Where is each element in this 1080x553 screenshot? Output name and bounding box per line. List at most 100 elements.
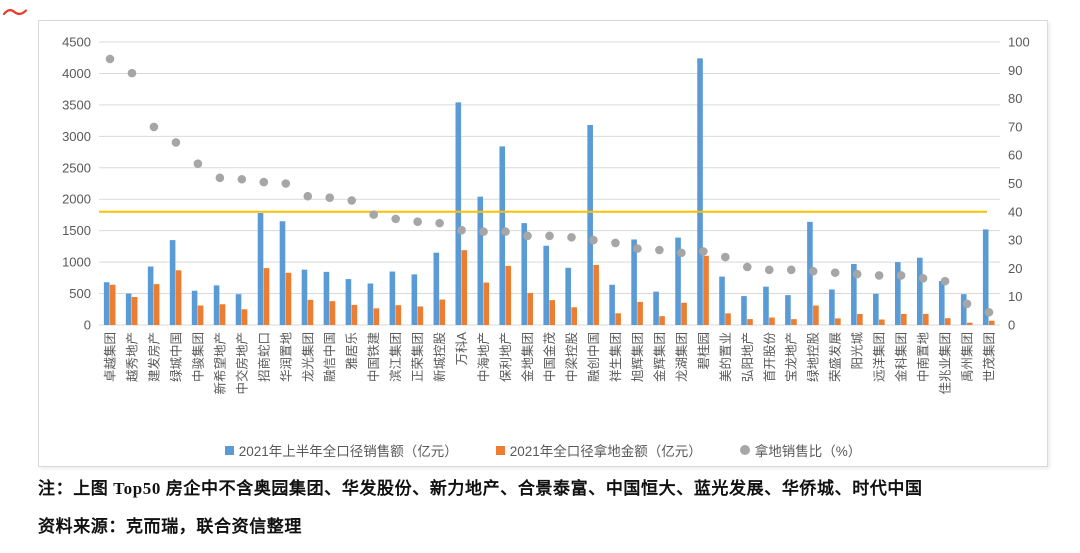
ratio-legend-label: 拿地销售比（%） bbox=[754, 444, 862, 459]
right-axis-tick-label: 20 bbox=[1008, 261, 1022, 276]
x-axis-label: 绿城中国 bbox=[168, 332, 183, 382]
x-axis-label: 滨江集团 bbox=[388, 332, 403, 382]
ratio-dot bbox=[545, 231, 554, 241]
sales-bar bbox=[741, 296, 747, 325]
x-axis-label: 中海地产 bbox=[476, 332, 491, 382]
sales-bar bbox=[433, 252, 440, 325]
left-axis-tick-label: 1500 bbox=[62, 223, 91, 238]
note-exclusions: 注：上图 Top50 房企中不含奥园集团、华发股份、新力地产、合景泰富、中国恒大… bbox=[38, 479, 923, 498]
x-axis-label: 中南置地 bbox=[916, 332, 931, 383]
x-axis-label: 招商蛇口 bbox=[256, 332, 271, 382]
right-axis-tick-label: 30 bbox=[1008, 233, 1022, 248]
land-bar bbox=[747, 319, 753, 325]
sales-bar bbox=[631, 239, 637, 325]
x-axis-label: 中国铁建 bbox=[366, 332, 381, 383]
land-bar bbox=[395, 305, 402, 325]
ratio-dot bbox=[369, 210, 378, 219]
land-bar bbox=[241, 309, 248, 325]
land-bar bbox=[219, 304, 226, 325]
sales-bar bbox=[301, 269, 308, 325]
sales-bar bbox=[147, 266, 154, 325]
red-pen-mark bbox=[2, 9, 28, 16]
land-bar bbox=[593, 264, 599, 325]
x-axis-label: 中骏集团 bbox=[190, 332, 205, 382]
sales-bar bbox=[675, 237, 681, 325]
land-bar bbox=[131, 297, 138, 325]
land-bar bbox=[944, 318, 951, 325]
x-axis-label: 金地集团 bbox=[520, 332, 535, 382]
ratio-dot bbox=[611, 238, 620, 248]
x-axis-label: 正荣集团 bbox=[410, 332, 425, 382]
land-bar bbox=[109, 284, 116, 325]
sales-bar bbox=[125, 293, 132, 325]
chart-panel: 0 500 1000 1500 2000 2500 3000 3500 4000 4500 0 10 2… bbox=[38, 20, 1048, 467]
land-legend-label: 2021年全口径拿地金额（亿元） bbox=[509, 444, 702, 459]
ratio-dot bbox=[105, 54, 115, 64]
sales-bar bbox=[609, 284, 615, 325]
sales-bar bbox=[873, 293, 879, 325]
x-axis-label: 绿地控股 bbox=[806, 332, 821, 383]
land-bar bbox=[527, 292, 534, 325]
ratio-dot bbox=[896, 271, 906, 280]
sales-bar bbox=[169, 240, 176, 325]
x-axis-label: 美的置业 bbox=[718, 332, 733, 382]
x-axis-label: 新希望地产 bbox=[212, 332, 227, 395]
sales-bar bbox=[763, 286, 769, 325]
sales-bar bbox=[587, 125, 593, 325]
land-bar bbox=[307, 299, 314, 325]
x-axis-label: 雅居乐 bbox=[344, 332, 359, 370]
land-bar bbox=[351, 304, 358, 325]
sales-bar bbox=[653, 291, 659, 325]
right-axis-tick-label: 40 bbox=[1008, 204, 1022, 219]
ratio-dot bbox=[193, 159, 203, 168]
sales-bar bbox=[851, 263, 857, 325]
sales-bar bbox=[411, 274, 418, 325]
land-bar bbox=[417, 306, 424, 325]
left-axis-tick-label: 500 bbox=[69, 286, 91, 301]
right-axis-tick-label: 60 bbox=[1008, 148, 1022, 163]
ratio-dot bbox=[830, 268, 840, 277]
land-bar bbox=[197, 305, 204, 325]
land-bar bbox=[988, 320, 995, 325]
sales-bar bbox=[719, 276, 725, 325]
x-axis-label: 金科集团 bbox=[894, 332, 909, 382]
right-axis-tick-label: 100 bbox=[1008, 35, 1030, 50]
x-axis-label: 保利地产 bbox=[499, 332, 513, 382]
sales-bar bbox=[938, 280, 945, 325]
legend-item-ratio: 拿地销售比（%） bbox=[739, 440, 862, 460]
x-axis-label: 中国金茂 bbox=[542, 332, 557, 383]
left-axis-tick-label: 3000 bbox=[62, 129, 91, 144]
sales-bar bbox=[103, 282, 110, 325]
sales-legend-label: 2021年上半年全口径销售额（亿元） bbox=[238, 444, 458, 459]
x-axis-label: 荣盛发展 bbox=[828, 332, 843, 382]
land-bar bbox=[153, 284, 160, 325]
sales-bar bbox=[697, 58, 703, 326]
ratio-dot bbox=[501, 227, 510, 236]
land-bar bbox=[285, 272, 292, 325]
ratio-dot bbox=[633, 244, 642, 253]
left-axis-tick-label: 2000 bbox=[62, 192, 91, 207]
ratio-dot bbox=[940, 276, 950, 286]
red-pen-mark-stroke bbox=[2, 9, 28, 16]
ratio-dot bbox=[962, 299, 972, 309]
ratio-dot bbox=[786, 265, 796, 275]
x-axis-label: 龙光集团 bbox=[300, 332, 315, 382]
land-bar bbox=[791, 319, 797, 325]
sales-bar bbox=[982, 229, 989, 325]
sales-bar bbox=[367, 283, 374, 325]
land-bar bbox=[813, 305, 819, 325]
ratio-dot bbox=[808, 266, 818, 276]
left-axis-tick-label: 1000 bbox=[62, 255, 91, 270]
land-legend-marker-icon bbox=[495, 445, 505, 455]
x-axis-label: 宝龙地产 bbox=[785, 332, 799, 382]
legend-item-sales: 2021年上半年全口径销售额（亿元） bbox=[224, 440, 458, 460]
ratio-dot bbox=[984, 307, 994, 317]
sales-bar bbox=[191, 290, 198, 325]
sales-bar bbox=[499, 146, 506, 325]
land-bar bbox=[373, 308, 380, 325]
land-bar bbox=[571, 307, 577, 325]
right-axis-tick-label: 10 bbox=[1008, 289, 1022, 304]
right-axis-tick-label: 50 bbox=[1008, 176, 1022, 191]
sales-bar bbox=[455, 102, 462, 325]
